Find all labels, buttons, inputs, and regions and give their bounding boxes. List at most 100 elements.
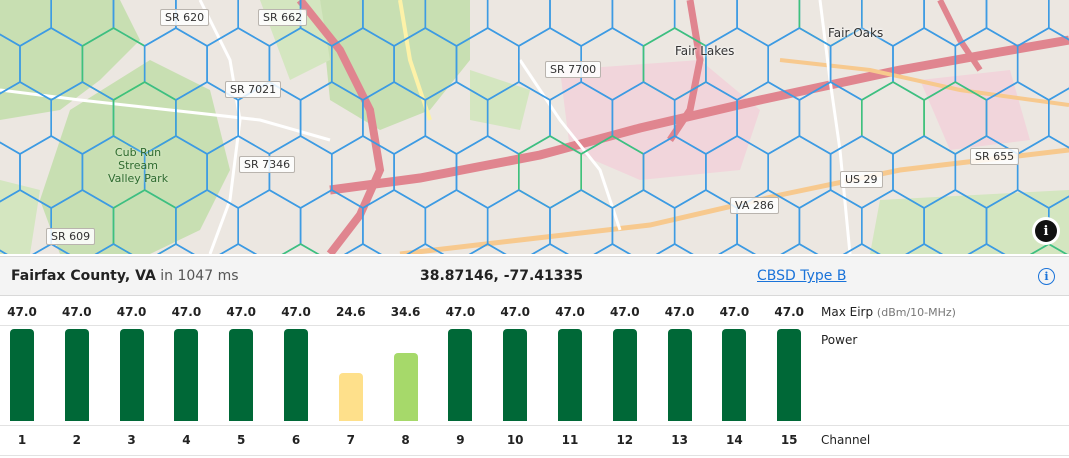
map-base <box>0 0 1069 254</box>
eirp-unit: (dBm/10-MHz) <box>876 306 956 319</box>
map-view[interactable]: SR 620 SR 662 SR 7021 SR 7700 SR 7346 SR… <box>0 0 1069 254</box>
channel-number: 13 <box>671 433 688 447</box>
coordinates: 38.87146, -77.41335 <box>420 268 584 284</box>
road-label: SR 620 <box>160 9 210 26</box>
elapsed-time: 1047 ms <box>177 268 239 284</box>
cbsd-type-link[interactable]: CBSD Type B <box>757 268 847 284</box>
power-bar[interactable] <box>777 329 802 421</box>
divider <box>0 325 1069 326</box>
coverage-hex <box>798 189 863 254</box>
power-bar[interactable] <box>64 329 89 421</box>
coverage-hex <box>406 243 445 254</box>
power-bar[interactable] <box>229 329 254 421</box>
eirp-value: 47.0 <box>226 305 256 319</box>
eirp-row-label: Max Eirp (dBm/10-MHz) <box>821 305 956 319</box>
power-bar[interactable] <box>722 329 747 421</box>
coverage-hex <box>281 243 320 254</box>
coverage-hex <box>860 81 925 155</box>
road-label: SR 609 <box>46 228 96 245</box>
coverage-hex <box>468 243 507 254</box>
power-bar[interactable] <box>174 329 199 421</box>
power-bar[interactable] <box>448 329 473 421</box>
channel-label: Channel <box>821 433 871 447</box>
coverage-hex <box>549 0 614 47</box>
coverage-hex <box>673 0 738 47</box>
eirp-value: 47.0 <box>7 305 37 319</box>
coverage-hex <box>718 243 756 254</box>
power-bar[interactable] <box>393 353 418 421</box>
eirp-value: 47.0 <box>500 305 530 319</box>
power-bar[interactable] <box>558 329 582 421</box>
eirp-value: 47.0 <box>555 305 585 319</box>
power-bar[interactable] <box>10 329 34 421</box>
eirp-value: 47.0 <box>281 305 311 319</box>
power-bar[interactable] <box>667 329 692 421</box>
place-label-fair-lakes: Fair Lakes <box>675 44 735 58</box>
place-label-fair-oaks: Fair Oaks <box>828 26 884 40</box>
power-label: Power <box>821 333 858 347</box>
power-bar[interactable] <box>119 329 144 421</box>
road-label: SR 7700 <box>545 61 602 78</box>
coverage-hex <box>985 0 1050 47</box>
map-info-icon[interactable]: i <box>1035 220 1057 242</box>
park-label: Cub Run Stream Valley Park <box>108 146 169 185</box>
in-word: in <box>160 268 174 284</box>
eirp-value: 47.0 <box>445 305 476 319</box>
coverage-hex <box>736 0 801 47</box>
eirp-value: 47.0 <box>719 305 750 319</box>
power-bar[interactable] <box>503 329 528 421</box>
coverage-hex <box>967 243 1006 254</box>
coverage-hex <box>593 243 632 254</box>
divider <box>0 425 1069 426</box>
channel-number: 15 <box>780 433 798 447</box>
channel-number: 9 <box>456 433 465 447</box>
coverage-hex <box>549 189 614 254</box>
channel-number: 7 <box>346 433 355 447</box>
location-summary: Fairfax County, VA in 1047 ms <box>11 268 239 284</box>
coverage-hex <box>1029 243 1068 254</box>
location-info-bar: Fairfax County, VA in 1047 ms 38.87146, … <box>0 256 1069 296</box>
eirp-value: 47.0 <box>61 305 92 319</box>
channel-number: 11 <box>561 433 579 447</box>
eirp-value: 47.0 <box>116 305 147 319</box>
road-label: VA 286 <box>730 197 779 214</box>
coverage-hex <box>905 243 944 254</box>
coverage-hex <box>611 0 676 47</box>
coverage-hex <box>780 243 819 254</box>
coverage-hex <box>1048 87 1069 149</box>
channel-number: 5 <box>237 433 246 447</box>
power-bar[interactable] <box>338 373 363 421</box>
eirp-value: 47.0 <box>774 305 804 319</box>
channel-number: 6 <box>291 433 301 447</box>
channel-number: 3 <box>127 433 136 447</box>
coverage-hex <box>237 189 302 254</box>
channel-number: 12 <box>616 433 634 447</box>
channel-number: 2 <box>72 433 81 447</box>
coverage-hex-grid <box>0 0 1069 254</box>
channel-number: 14 <box>726 433 743 447</box>
divider <box>0 455 1069 456</box>
power-bar[interactable] <box>612 329 637 421</box>
eirp-value: 34.6 <box>390 305 421 319</box>
coverage-hex <box>344 243 382 254</box>
info-circle-icon[interactable]: i <box>1038 268 1055 285</box>
channel-number: 10 <box>506 433 524 447</box>
coverage-hex <box>219 243 258 254</box>
coverage-hex <box>842 243 881 254</box>
county-name: Fairfax County, VA <box>11 268 156 284</box>
road-label: SR 655 <box>970 148 1020 165</box>
road-label: SR 662 <box>258 9 308 26</box>
coverage-hex <box>486 0 551 47</box>
channel-number: 4 <box>182 433 191 447</box>
eirp-label: Max Eirp <box>821 305 874 319</box>
eirp-value: 47.0 <box>664 305 695 319</box>
power-bar[interactable] <box>284 329 308 421</box>
road-label: US 29 <box>840 171 883 188</box>
coverage-hex <box>330 135 395 209</box>
coverage-hex <box>923 0 988 47</box>
coverage-hex <box>94 243 133 254</box>
channel-number: 8 <box>401 433 410 447</box>
coverage-hex <box>362 189 427 254</box>
channel-number: 1 <box>17 433 27 447</box>
eirp-value: 47.0 <box>609 305 640 319</box>
